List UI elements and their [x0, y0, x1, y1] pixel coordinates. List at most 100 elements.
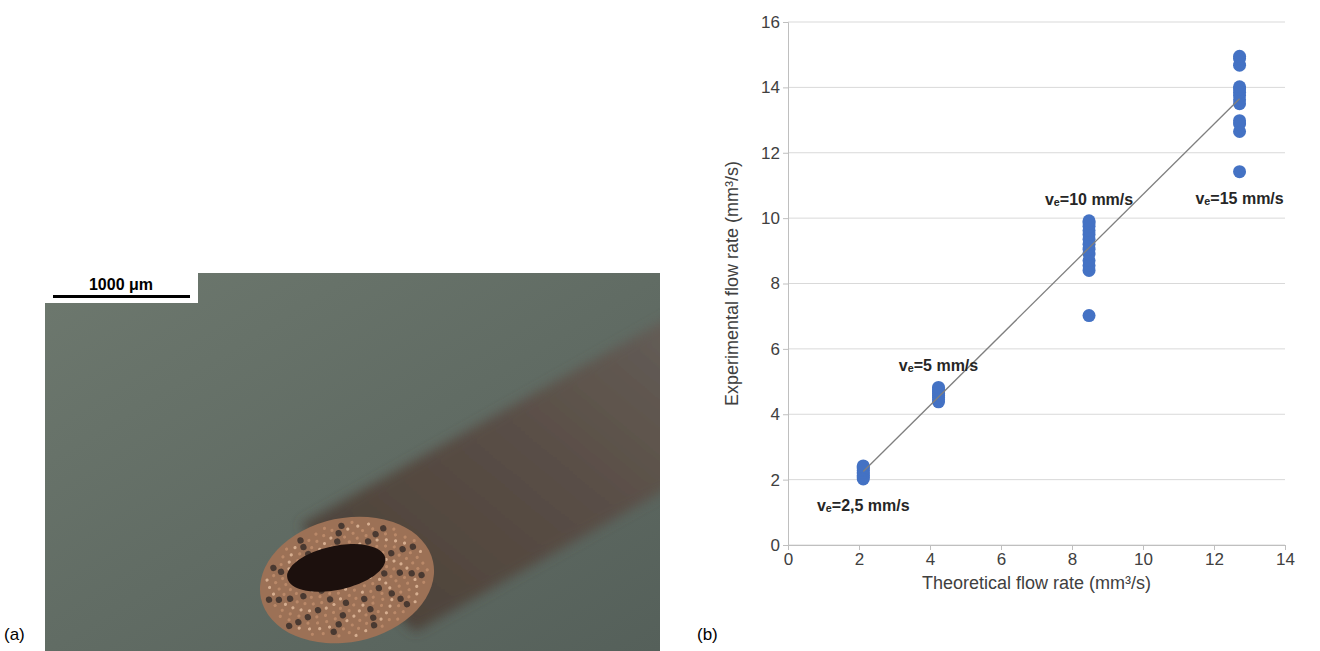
wall-speckle — [399, 562, 403, 566]
wall-speckle — [272, 592, 276, 596]
wall-speckle — [347, 594, 351, 598]
wall-speckle — [291, 606, 295, 610]
wall-speckle — [297, 626, 301, 630]
wall-speckle — [287, 618, 291, 622]
wall-speckle — [384, 581, 388, 585]
data-point — [1233, 165, 1246, 178]
wall-speckle — [409, 543, 417, 551]
data-point — [1083, 214, 1096, 227]
wall-speckle — [362, 584, 366, 588]
tick-mark — [783, 545, 788, 546]
tick-label: 0 — [784, 550, 793, 569]
wall-speckle — [384, 538, 388, 542]
tick-label: 14 — [761, 78, 780, 97]
wall-speckle — [361, 590, 365, 594]
wall-speckle — [371, 595, 375, 599]
wall-speckle — [332, 603, 336, 607]
wall-speckle — [354, 634, 358, 638]
wall-speckle — [288, 612, 292, 616]
wall-speckle — [280, 608, 284, 612]
wall-speckle — [388, 586, 392, 590]
tick: 0 — [771, 536, 788, 555]
wall-speckle — [335, 621, 343, 629]
wall-speckle — [403, 535, 407, 539]
x-axis: 02468101214 — [784, 545, 1295, 569]
wall-speckle — [347, 631, 351, 635]
tick-mark — [783, 480, 788, 481]
wall-speckle — [270, 564, 278, 572]
wall-speckle — [364, 629, 368, 633]
tick: 2 — [855, 545, 864, 569]
wall-speckle — [284, 602, 288, 606]
wall-speckle — [385, 611, 389, 615]
wall-speckle — [379, 617, 383, 621]
panel-label: (b) — [697, 625, 718, 644]
wall-speckle — [392, 527, 396, 531]
wall-speckle — [338, 522, 346, 530]
wall-speckle — [408, 551, 412, 555]
wall-speckle — [342, 599, 350, 607]
wall-speckle — [367, 605, 375, 613]
wall-speckle — [298, 552, 302, 556]
wall-speckle — [425, 568, 429, 572]
tick-label: 10 — [1134, 550, 1153, 569]
wall-speckle — [397, 595, 405, 603]
wall-speckle — [350, 623, 354, 627]
tick-label: 4 — [926, 550, 935, 569]
tick: 12 — [761, 144, 788, 163]
wall-speckle — [309, 595, 313, 599]
wall-speckle — [308, 609, 312, 613]
grid-line — [788, 414, 1285, 415]
wall-speckle — [358, 618, 362, 622]
wall-speckle — [392, 567, 396, 571]
wall-speckle — [346, 527, 350, 531]
tick: 10 — [761, 209, 788, 228]
wall-speckle — [408, 570, 416, 578]
wall-speckle — [273, 604, 277, 608]
wall-speckle — [325, 620, 329, 624]
grid-line — [788, 22, 1285, 23]
wall-speckle — [415, 555, 419, 559]
wall-speckle — [422, 580, 426, 584]
wall-speckle — [315, 540, 319, 544]
wall-speckle — [314, 532, 318, 536]
annotations: vₑ=2,5 mm/svₑ=5 mm/svₑ=10 mm/svₑ=15 mm/s — [817, 190, 1284, 514]
tick-label: 8 — [1068, 550, 1077, 569]
wall-speckle — [361, 529, 365, 533]
wall-speckle — [318, 627, 322, 631]
wall-speckle — [336, 591, 340, 595]
wall-speckle — [295, 600, 299, 604]
wall-speckle — [323, 526, 327, 530]
wall-speckle — [418, 571, 426, 579]
wall-speckle — [285, 622, 293, 630]
wall-speckle — [387, 618, 391, 622]
wall-speckle — [367, 522, 371, 526]
wall-speckle — [403, 576, 407, 580]
wall-speckle — [316, 621, 320, 625]
tick: 12 — [1205, 545, 1224, 569]
wall-speckle — [370, 621, 378, 629]
grid-line — [788, 283, 1285, 284]
annotation: vₑ=10 mm/s — [1045, 191, 1133, 208]
wall-speckle — [277, 568, 285, 576]
annotation: vₑ=15 mm/s — [1195, 190, 1283, 207]
wall-speckle — [375, 584, 383, 592]
wall-speckle — [381, 597, 385, 601]
wall-speckle — [284, 583, 288, 587]
wall-speckle — [411, 561, 415, 565]
wall-speckle — [356, 524, 360, 528]
wall-speckle — [416, 567, 420, 571]
tick-label: 12 — [761, 144, 780, 163]
wall-speckle — [365, 621, 369, 625]
tick: 4 — [926, 545, 935, 569]
wall-speckle — [326, 596, 334, 604]
y-axis-title: Experimental flow rate (mm³/s) — [722, 161, 742, 406]
wall-speckle — [364, 538, 372, 546]
wall-speckle — [321, 632, 325, 636]
tick: 4 — [771, 405, 788, 424]
wall-speckle — [293, 546, 297, 550]
wall-speckle — [371, 601, 375, 605]
wall-speckle — [352, 614, 356, 618]
wall-speckle — [380, 604, 384, 608]
wall-speckle — [278, 614, 282, 618]
